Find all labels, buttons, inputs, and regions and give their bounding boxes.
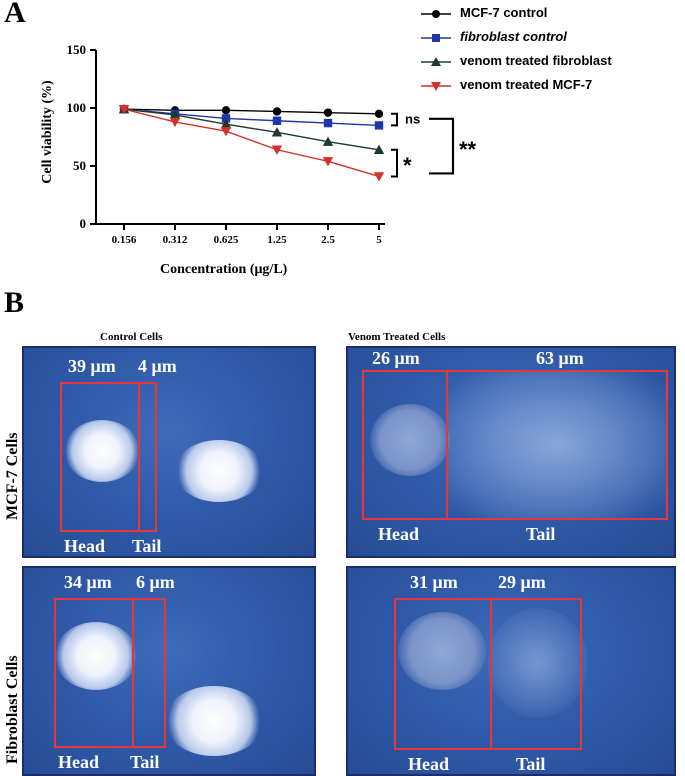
comet-nucleus	[174, 440, 264, 502]
legend-label: MCF-7 control	[460, 5, 548, 20]
data-point	[374, 121, 384, 130]
x-tick-label: 0.156	[112, 234, 137, 246]
comet-image-mcf7-control: 39 μm 4 μm Head Tail	[22, 346, 316, 558]
comet-head	[370, 404, 450, 476]
column-title-control: Control Cells	[100, 331, 163, 343]
column-title-venom: Venom Treated Cells	[348, 331, 446, 343]
comet-image-fibroblast-control: 34 μm 6 μm Head Tail	[22, 566, 316, 776]
tail-length: 6 μm	[136, 572, 175, 592]
legend-marker	[421, 57, 451, 66]
comet-nucleus	[64, 420, 140, 482]
annotation-double: **	[459, 137, 477, 162]
row-label-mcf7: MCF-7 Cells	[4, 432, 21, 520]
legend-label: venom treated MCF-7	[460, 77, 593, 92]
panel-b-letter: B	[4, 286, 25, 319]
y-axis-title: Cell viability (%)	[40, 80, 55, 184]
tail-length: 4 μm	[138, 356, 177, 376]
annotation-single: *	[403, 153, 412, 178]
comet-tail	[448, 370, 668, 520]
comet-image-mcf7-venom: 26 μm 63 μm Head Tail	[346, 346, 676, 558]
data-point	[323, 108, 333, 117]
legend-label: fibroblast control	[460, 29, 567, 44]
measurement-box	[60, 382, 157, 532]
bracket-single	[391, 148, 398, 178]
comet-tail	[488, 608, 588, 718]
head-length: 26 μm	[372, 348, 420, 368]
head-label: Head	[408, 754, 450, 774]
annotation-ns: ns	[405, 112, 420, 127]
tail-label: Tail	[516, 754, 546, 774]
legend-marker	[421, 10, 451, 18]
data-point	[169, 109, 181, 120]
measurement-box	[394, 598, 582, 750]
series-line	[123, 108, 380, 115]
y-tick-label: 100	[67, 100, 87, 115]
head-tail-divider	[138, 382, 140, 532]
data-point	[323, 118, 333, 128]
data-point	[169, 117, 181, 128]
comet-nucleus	[54, 622, 138, 690]
x-axis-title: Concentration (μg/L)	[160, 262, 288, 277]
head-length: 31 μm	[410, 572, 458, 592]
measurement-box	[362, 370, 668, 520]
data-point	[271, 127, 283, 137]
y-tick-label: 0	[80, 216, 87, 231]
data-point	[373, 144, 385, 154]
head-tail-divider	[446, 370, 448, 520]
head-label: Head	[378, 524, 420, 544]
data-point	[322, 157, 334, 167]
data-point	[373, 172, 385, 182]
x-tick-label: 0.625	[214, 234, 239, 246]
data-point	[272, 107, 282, 116]
tail-label: Tail	[130, 752, 160, 772]
x-tick-label: 1.25	[267, 234, 287, 246]
data-point	[118, 104, 130, 115]
series-line	[123, 108, 380, 151]
y-tick-label: 150	[67, 42, 87, 57]
data-point	[221, 106, 231, 115]
tail-label: Tail	[132, 536, 162, 556]
data-point	[322, 136, 334, 146]
x-tick-label: 2.5	[321, 234, 335, 246]
x-tick-label: 0.312	[163, 234, 188, 246]
data-point	[271, 145, 283, 155]
head-length: 39 μm	[68, 356, 116, 376]
head-length: 34 μm	[64, 572, 112, 592]
series-line	[123, 108, 380, 127]
y-tick-label: 50	[73, 158, 86, 173]
row-label-fibroblast: Fibroblast Cells	[4, 655, 21, 764]
comet-head	[398, 612, 486, 690]
comet-image-fibroblast-venom: 31 μm 29 μm Head Tail	[346, 566, 676, 776]
bracket-double	[429, 117, 455, 175]
x-tick-label: 5	[376, 234, 382, 246]
head-tail-divider	[132, 598, 134, 748]
bracket-ns	[391, 112, 398, 127]
legend-marker	[421, 34, 451, 42]
data-point	[220, 119, 232, 129]
legend-label: venom treated fibroblast	[460, 53, 612, 68]
data-point	[272, 116, 282, 125]
head-label: Head	[64, 536, 106, 556]
series-line	[123, 108, 380, 178]
comet-nucleus	[164, 686, 264, 756]
legend-marker	[421, 82, 451, 91]
head-label: Head	[58, 752, 100, 772]
data-point	[374, 109, 384, 119]
tail-length: 63 μm	[536, 348, 584, 368]
tail-label: Tail	[526, 524, 556, 544]
data-point	[220, 127, 232, 137]
data-point	[221, 114, 231, 123]
measurement-box	[54, 598, 166, 748]
head-tail-divider	[490, 598, 492, 750]
panel-a-letter: A	[4, 0, 26, 29]
tail-length: 29 μm	[498, 572, 546, 592]
